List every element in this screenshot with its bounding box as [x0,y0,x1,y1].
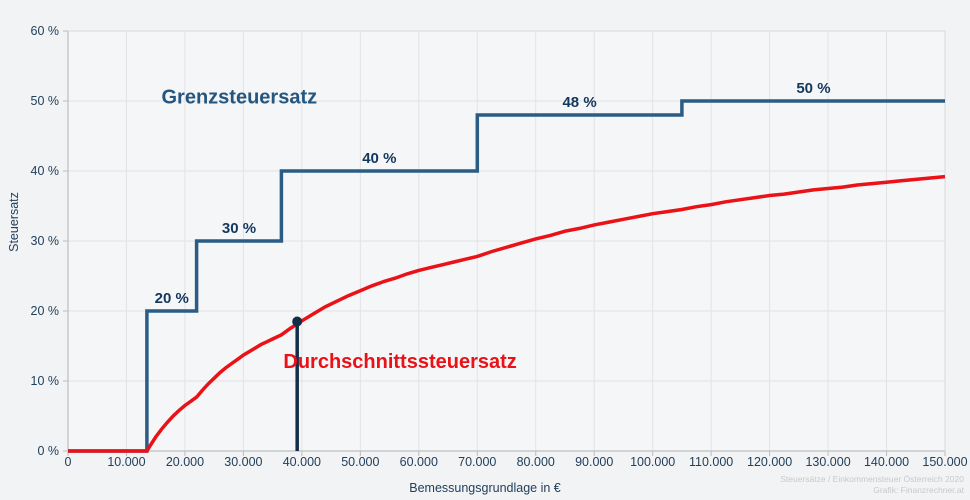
x-tick-label: 140.000 [864,455,909,469]
attribution: Steuersätze / Einkommensteuer Österreich… [780,474,964,495]
step-rate-label: 20 % [155,290,189,307]
x-tick-label: 130.000 [805,455,850,469]
x-tick-label: 60.000 [400,455,438,469]
x-tick-label: 100.000 [630,455,675,469]
x-tick-label: 80.000 [517,455,555,469]
y-tick-label: 50 % [31,94,60,108]
x-tick-label: 40.000 [283,455,321,469]
x-tick-label: 50.000 [341,455,379,469]
x-tick-label: 110.000 [689,455,733,469]
x-tick-label: 0 [65,455,72,469]
series-marginal-rate-step [68,99,945,453]
x-tick-label: 120.000 [747,455,792,469]
series-average-rate-curve [68,174,946,453]
x-tick-label: 30.000 [224,455,262,469]
x-tick-label: 20.000 [166,455,204,469]
x-tick-label: 70.000 [458,455,496,469]
x-axis-title: Bemessungsgrundlage in € [409,481,561,495]
annotation-durchschnittssteuersatz: Durchschnittssteuersatz [283,351,516,373]
y-tick-label: 10 % [31,374,60,388]
y-tick-label: 40 % [31,164,60,178]
step-rate-label: 40 % [362,150,396,167]
y-axis-title: Steuersatz [7,192,21,252]
y-tick-label: 30 % [31,234,60,248]
step-rate-label: 50 % [796,80,830,97]
attribution-line-2: Grafik: Finanzrechner.at [873,484,964,495]
attribution-line-1: Steuersätze / Einkommensteuer Österreich… [780,474,964,484]
x-tick-label: 90.000 [575,455,613,469]
y-tick-label: 20 % [31,304,60,318]
x-tick-label: 150.000 [922,455,967,469]
step-rate-label: 48 % [562,94,596,111]
annotation-grenzsteuersatz: Grenzsteuersatz [161,86,317,108]
x-tick-label: 10.000 [107,455,145,469]
step-rate-label: 30 % [222,220,256,237]
y-tick-label: 60 % [31,24,60,38]
y-tick-label: 0 % [37,444,59,458]
marker-dot [292,316,303,327]
